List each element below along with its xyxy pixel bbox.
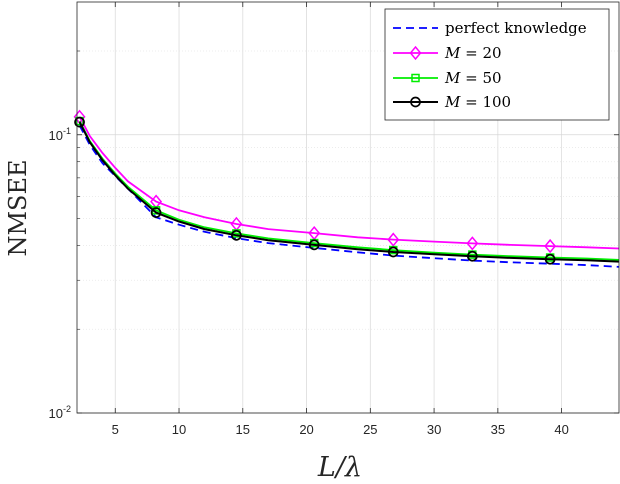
diamond-marker — [409, 45, 422, 61]
legend-entry: M = 100 — [393, 93, 511, 111]
x-tick-label: 30 — [427, 422, 441, 437]
x-axis-title: L/λ — [317, 452, 362, 483]
legend-entry: M = 50 — [393, 69, 502, 87]
circle-marker — [387, 246, 399, 258]
series-layer — [73, 109, 619, 268]
legend: perfect knowledge M = 20 M = 50 M = 100 — [384, 8, 610, 121]
series-m-100 — [74, 116, 619, 265]
circle-marker — [74, 116, 85, 128]
circle-marker — [466, 250, 478, 262]
legend-label: M = 20 — [444, 44, 502, 62]
x-tick-label: 25 — [363, 422, 377, 437]
circle-marker — [410, 96, 421, 108]
x-tick-label: 20 — [299, 422, 313, 437]
plot-frame — [76, 1, 620, 414]
x-tick-label: 5 — [112, 422, 119, 437]
y-tick-label: 10-1 — [49, 126, 71, 143]
circle-marker — [231, 229, 242, 241]
x-tick-label: 15 — [236, 422, 250, 437]
x-tick-label: 35 — [491, 422, 505, 437]
series-line — [78, 121, 619, 263]
series-line — [78, 120, 619, 261]
x-tick-label: 40 — [554, 422, 568, 437]
x-tick-label: 10 — [172, 422, 186, 437]
diamond-marker — [544, 238, 557, 254]
circle-marker — [308, 239, 320, 251]
legend-label: M = 100 — [444, 93, 511, 111]
y-axis-title: NMSEE — [4, 159, 32, 256]
diamond-marker — [466, 236, 479, 251]
series-perfect-knowledge — [78, 125, 619, 268]
legend-entry: perfect knowledge — [393, 19, 587, 37]
y-tick-label: 10-2 — [49, 404, 71, 421]
series-line — [78, 116, 619, 250]
legend-entry: M = 20 — [393, 44, 502, 62]
diamond-marker — [387, 232, 400, 247]
legend-label: perfect knowledge — [445, 19, 587, 37]
legend-label: M = 50 — [444, 69, 502, 87]
circle-marker — [544, 253, 556, 265]
series-m-20 — [73, 109, 619, 254]
series-line — [78, 125, 619, 268]
circle-marker — [150, 207, 162, 218]
square-marker — [411, 73, 420, 83]
ticks: 5 10 15 20 25 30 35 40 10-2 10-1 — [49, 2, 619, 437]
